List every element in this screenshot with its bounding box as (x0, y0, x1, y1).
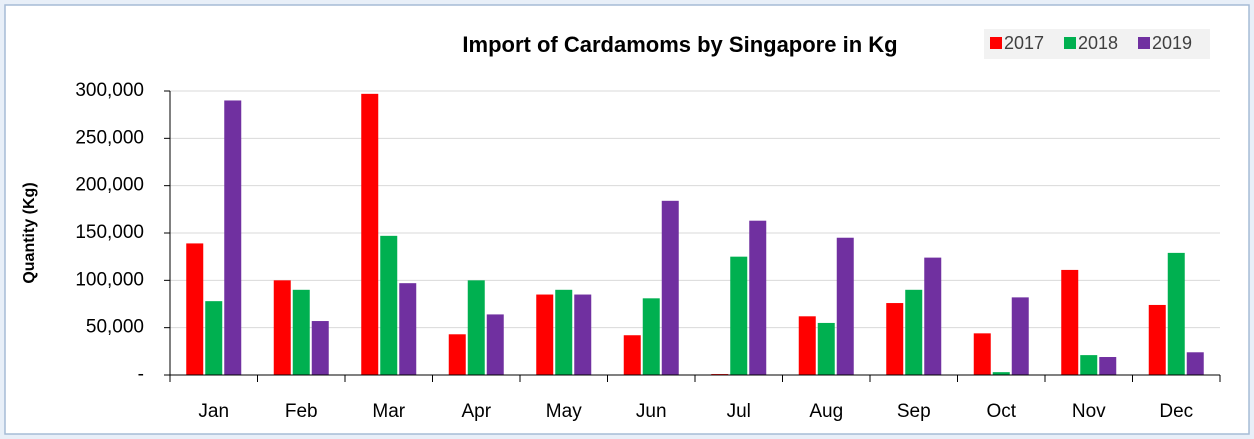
x-tick-label: Nov (1072, 401, 1106, 422)
x-tick-label: Jan (198, 401, 229, 422)
bar (292, 289, 310, 375)
bar (886, 303, 904, 375)
bar (1099, 357, 1117, 375)
legend-swatch (990, 37, 1002, 49)
bar (623, 335, 641, 375)
bar (1011, 297, 1029, 375)
bar (205, 301, 223, 375)
x-tick-label: Jun (636, 401, 667, 422)
x-tick-label: Mar (372, 401, 405, 422)
bar (380, 235, 398, 375)
x-tick-label: Jul (727, 401, 751, 422)
legend-label: 2019 (1152, 33, 1192, 53)
bar (536, 294, 554, 375)
x-tick-label: Feb (285, 401, 318, 422)
x-tick-label: Apr (461, 401, 491, 422)
legend-label: 2018 (1078, 33, 1118, 53)
bar (642, 298, 660, 375)
bar (992, 372, 1010, 375)
y-tick-label: 200,000 (75, 175, 144, 196)
bar (273, 280, 291, 375)
bar (186, 243, 204, 375)
x-tick-label: Oct (986, 401, 1016, 422)
bar (448, 334, 466, 375)
x-tick-label: Sep (897, 401, 931, 422)
bar (973, 333, 991, 375)
y-tick-label: 150,000 (75, 222, 144, 243)
chart-title: Import of Cardamoms by Singapore in Kg (462, 32, 897, 57)
bar (730, 256, 748, 375)
bar (1186, 352, 1204, 375)
y-tick-label: 100,000 (75, 269, 144, 290)
bar (749, 220, 767, 375)
bar (574, 294, 592, 375)
bar (1080, 355, 1098, 375)
bar (1148, 304, 1166, 375)
y-tick-label: 300,000 (75, 80, 144, 101)
bar (798, 316, 816, 375)
y-tick-label: - (138, 364, 144, 385)
y-tick-label: 50,000 (86, 317, 144, 338)
y-axis-label: Quantity (Kg) (21, 182, 38, 283)
bar (555, 289, 573, 375)
x-tick-label: May (546, 401, 582, 422)
bar (467, 280, 485, 375)
bar (486, 314, 504, 375)
x-tick-label: Aug (809, 401, 843, 422)
bar (905, 289, 923, 375)
legend-swatch (1064, 37, 1076, 49)
y-tick-label: 250,000 (75, 127, 144, 148)
bar (836, 237, 854, 375)
legend-box (984, 29, 1210, 59)
legend-label: 2017 (1004, 33, 1044, 53)
bar (1061, 269, 1079, 375)
bar (361, 93, 379, 375)
x-tick-label: Dec (1159, 401, 1193, 422)
bar (1167, 252, 1185, 375)
bar (817, 322, 835, 375)
bar (311, 321, 329, 375)
bar (224, 100, 242, 375)
bar (399, 283, 417, 375)
bar (924, 257, 942, 375)
legend-swatch (1138, 37, 1150, 49)
bar (661, 200, 679, 375)
